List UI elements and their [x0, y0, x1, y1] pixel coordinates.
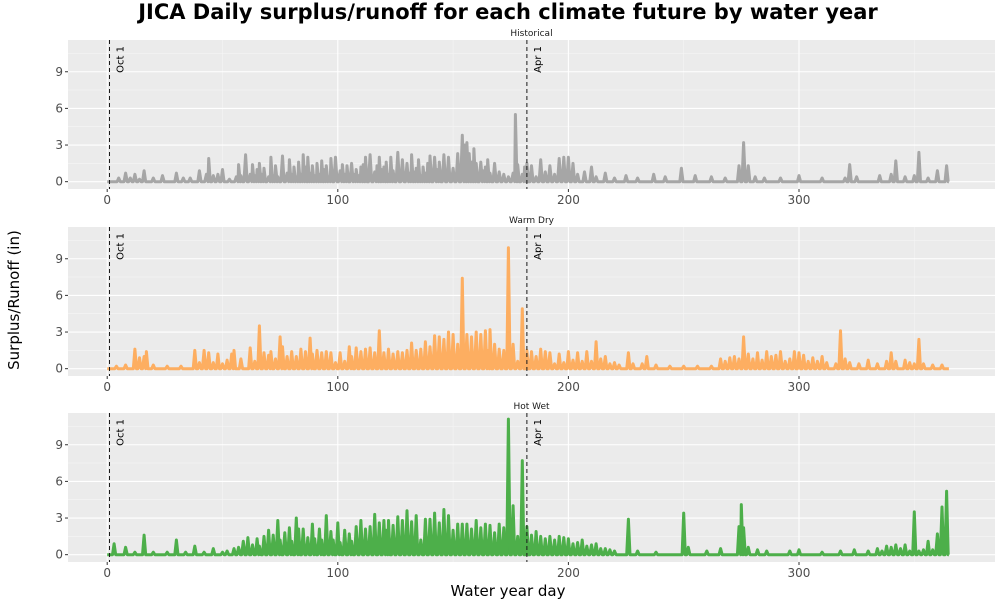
reference-line-label: Apr 1 — [533, 46, 544, 73]
reference-line-label: Oct 1 — [116, 46, 127, 73]
runoff-series — [107, 246, 949, 371]
x-tick-label: 200 — [557, 380, 580, 394]
x-tick-label: 200 — [557, 566, 580, 580]
panel-title: Historical — [510, 29, 552, 39]
panel-title: Warm Dry — [509, 216, 555, 226]
y-tick-label: 3 — [55, 325, 63, 339]
y-tick-label: 3 — [55, 138, 63, 152]
y-tick-label: 0 — [55, 362, 63, 376]
x-tick-label: 100 — [326, 566, 349, 580]
y-tick-label: 9 — [55, 65, 63, 79]
y-tick-label: 6 — [55, 474, 63, 488]
y-tick-label: 6 — [55, 101, 63, 115]
x-tick-label: 300 — [788, 566, 811, 580]
x-tick-label: 0 — [103, 193, 111, 207]
x-tick-label: 200 — [557, 193, 580, 207]
panel-hot-wet: Hot Wet Oct 1 Apr 1 0 3 6 9 0 100 200 300 — [55, 402, 995, 580]
reference-line-label: Oct 1 — [116, 419, 127, 446]
reference-line-label: Apr 1 — [533, 419, 544, 446]
reference-line-label: Oct 1 — [116, 233, 127, 260]
panel-title: Hot Wet — [513, 402, 550, 412]
x-tick-label: 0 — [103, 566, 111, 580]
panel-warm-dry: Warm Dry Oct 1 Apr 1 0 3 6 9 0 100 200 300 — [55, 216, 995, 394]
x-tick-label: 300 — [788, 193, 811, 207]
reference-line-label: Apr 1 — [533, 233, 544, 260]
x-tick-label: 100 — [326, 193, 349, 207]
chart-title: JICA Daily surplus/runoff for each clima… — [138, 0, 878, 24]
runoff-series — [107, 417, 950, 557]
y-tick-label: 9 — [55, 252, 63, 266]
y-tick-label: 3 — [55, 511, 63, 525]
x-tick-label: 0 — [103, 380, 111, 394]
y-tick-label: 0 — [55, 175, 63, 189]
x-tick-label: 300 — [788, 380, 811, 394]
y-tick-label: 0 — [55, 548, 63, 562]
y-tick-label: 9 — [55, 438, 63, 452]
x-axis-title: Water year day — [450, 582, 566, 600]
panel-historical: Historical Oct 1 Apr 1 0 3 6 9 0 100 200 300 — [55, 29, 995, 207]
runoff-series — [107, 113, 950, 184]
y-tick-label: 6 — [55, 288, 63, 302]
x-tick-label: 100 — [326, 380, 349, 394]
